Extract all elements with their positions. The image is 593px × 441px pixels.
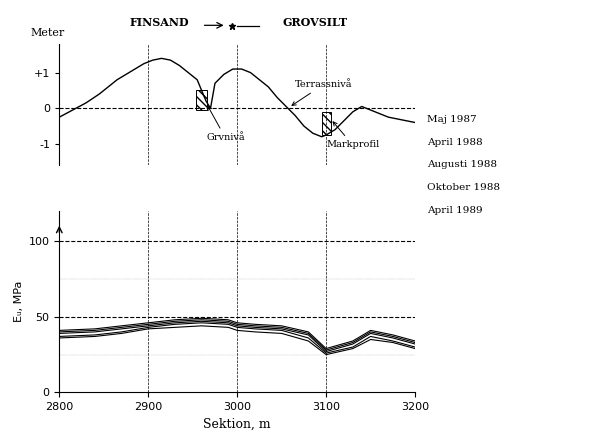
Text: April 1988: April 1988 [427,138,483,146]
Bar [196,90,207,110]
Text: Augusti 1988: Augusti 1988 [427,161,497,169]
Text: Meter: Meter [31,28,65,38]
Text: Oktober 1988: Oktober 1988 [427,183,500,192]
Text: Terrassnivå: Terrassnivå [292,80,352,105]
Text: FINSAND: FINSAND [129,17,189,28]
X-axis label: Sektion, m: Sektion, m [203,418,271,431]
Bar [322,112,331,135]
Text: Grvnivå: Grvnivå [206,106,245,142]
Text: April 1989: April 1989 [427,206,483,215]
Y-axis label: Eᵤ, MPa: Eᵤ, MPa [14,281,24,322]
Text: Markprofil: Markprofil [326,122,380,149]
Text: Maj 1987: Maj 1987 [427,115,477,123]
Text: GROVSILT: GROVSILT [283,17,348,28]
